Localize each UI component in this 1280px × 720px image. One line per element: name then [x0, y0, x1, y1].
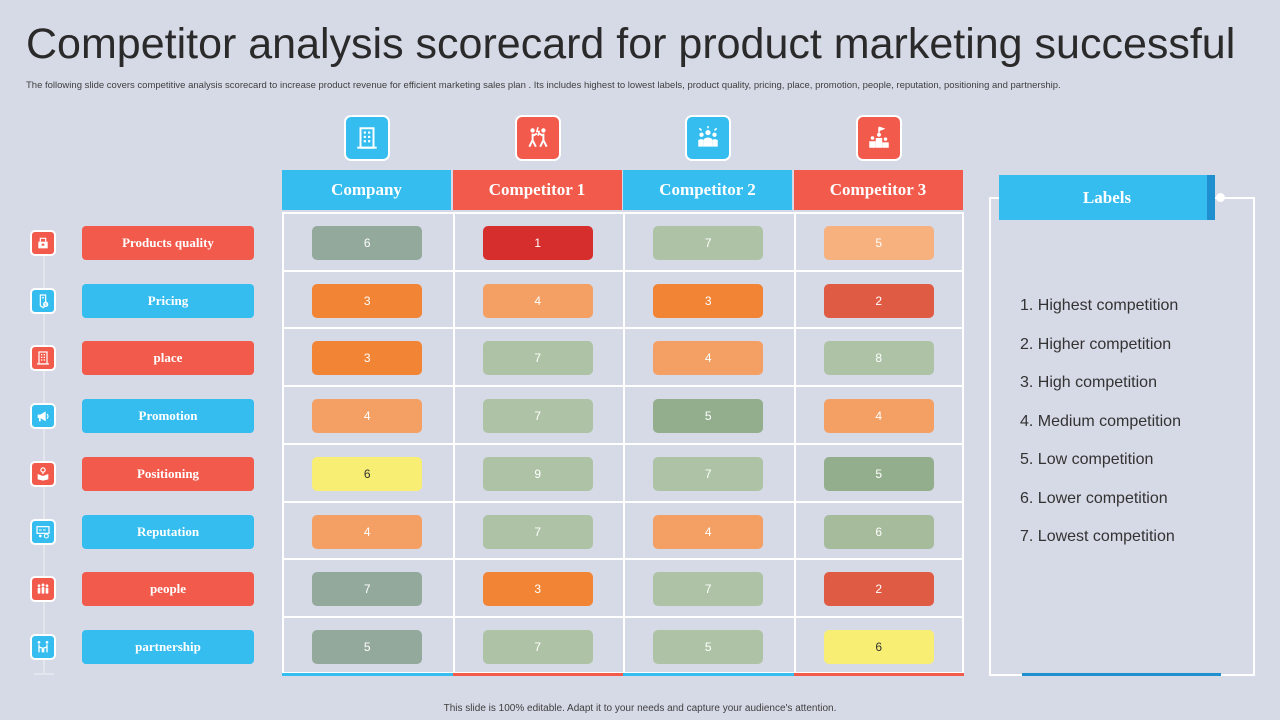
- building-icon: [344, 115, 391, 161]
- score-cell: 3: [653, 283, 764, 318]
- people-group-icon: [30, 576, 56, 603]
- column-header: Competitor 2: [623, 170, 792, 210]
- grid-horizontal-line: [282, 500, 964, 503]
- label-list-item: 5. Low competition: [1020, 451, 1154, 468]
- score-cell: 7: [482, 629, 593, 664]
- label-list-item: 2. Higher competition: [1020, 335, 1172, 353]
- row-label: Reputation: [82, 514, 254, 549]
- row-label: Positioning: [82, 456, 254, 491]
- timeline-base: [34, 673, 54, 675]
- score-cell: 5: [312, 629, 423, 664]
- label-list-item: 1. Highest competition: [1020, 297, 1179, 314]
- score-cell: 5: [653, 399, 764, 434]
- timeline-line: [43, 243, 45, 673]
- column-header: Competitor 3: [793, 170, 963, 210]
- score-cell: 3: [312, 341, 423, 376]
- label-list-item: 6. Lower competition: [1020, 489, 1168, 507]
- score-cell: 2: [823, 572, 934, 607]
- row-label: place: [82, 341, 254, 376]
- grid-horizontal-line: [282, 327, 964, 330]
- column-bottom-strip: [793, 673, 964, 676]
- page-subtitle: The following slide covers competitive a…: [26, 80, 1061, 91]
- score-cell: 7: [653, 572, 764, 607]
- score-cell: 4: [312, 399, 423, 434]
- grid-horizontal-line: [282, 269, 964, 272]
- score-cell: 6: [312, 456, 423, 491]
- price-tag-icon: $: [30, 287, 56, 314]
- score-cell: 7: [653, 226, 764, 260]
- labels-heading-accent: [1207, 175, 1215, 220]
- score-cell: 3: [482, 572, 593, 607]
- column-bottom-strip: [282, 673, 453, 676]
- label-list-item: 7. Lowest competition: [1020, 528, 1175, 545]
- labels-heading: Labels: [999, 175, 1215, 220]
- labels-panel: [989, 197, 1255, 676]
- labels-panel-bottom-bar: [1022, 673, 1221, 676]
- score-cell: 4: [653, 341, 764, 376]
- row-label: Promotion: [82, 399, 254, 434]
- score-cell: 1: [482, 226, 593, 260]
- score-cell: 5: [823, 226, 934, 260]
- product-box-icon: [30, 230, 56, 256]
- svg-text:$: $: [45, 301, 48, 306]
- row-label: Pricing: [82, 283, 254, 318]
- column-header: Competitor 1: [452, 170, 622, 210]
- footer-note: This slide is 100% editable. Adapt it to…: [443, 703, 837, 714]
- handshake-icon: [30, 633, 56, 660]
- score-cell: 7: [482, 399, 593, 434]
- building-icon: [30, 345, 56, 372]
- grid-horizontal-line: [282, 615, 964, 618]
- row-label: Products quality: [82, 226, 254, 260]
- score-cell: 7: [653, 456, 764, 491]
- score-cell: 6: [823, 514, 934, 549]
- score-cell: 6: [312, 226, 423, 260]
- presentation-icon: [30, 518, 56, 545]
- labels-connector-dot: [1216, 193, 1225, 202]
- row-label: partnership: [82, 629, 254, 664]
- team-icon: [685, 115, 732, 161]
- score-cell: 7: [482, 341, 593, 376]
- score-cell: 2: [823, 283, 934, 318]
- score-cell: 9: [482, 456, 593, 491]
- score-cell: 6: [823, 629, 934, 664]
- column-header: Company: [282, 170, 451, 210]
- label-list-item: 3. High competition: [1020, 374, 1157, 391]
- score-cell: 3: [312, 283, 423, 318]
- score-cell: 7: [312, 572, 423, 607]
- label-list-item: 4. Medium competition: [1020, 412, 1181, 430]
- score-cell: 5: [653, 629, 764, 664]
- podium-icon: [855, 115, 902, 161]
- competing-people-icon: [514, 115, 561, 161]
- score-cell: 4: [482, 283, 593, 318]
- column-bottom-strip: [452, 673, 623, 676]
- score-cell: 4: [823, 399, 934, 434]
- grid-horizontal-line: [282, 558, 964, 561]
- grid-horizontal-line: [282, 385, 964, 388]
- page-title: Competitor analysis scorecard for produc…: [26, 20, 1236, 68]
- location-box-icon: [30, 460, 56, 487]
- grid-horizontal-line: [282, 212, 964, 214]
- score-cell: 7: [482, 514, 593, 549]
- column-bottom-strip: [623, 673, 794, 676]
- score-cell: 8: [823, 341, 934, 376]
- megaphone-icon: [30, 403, 56, 430]
- row-label: people: [82, 572, 254, 607]
- score-cell: 4: [653, 514, 764, 549]
- score-cell: 5: [823, 456, 934, 491]
- score-cell: 4: [312, 514, 423, 549]
- grid-horizontal-line: [282, 442, 964, 445]
